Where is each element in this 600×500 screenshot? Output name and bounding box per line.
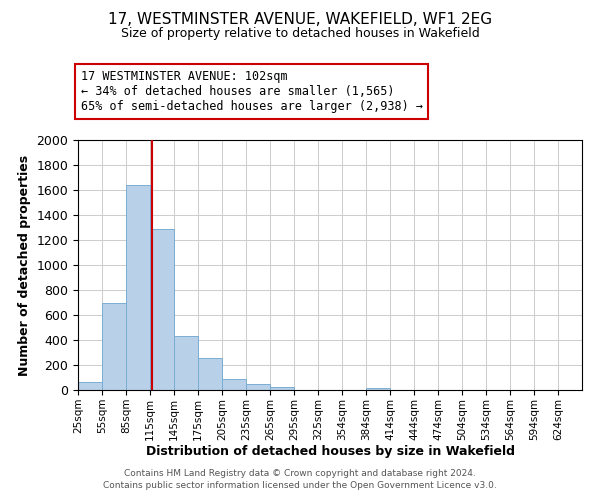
- Bar: [174, 336, 198, 390]
- Bar: [102, 303, 126, 390]
- Y-axis label: Number of detached properties: Number of detached properties: [18, 154, 31, 376]
- Bar: [150, 230, 174, 390]
- Bar: [366, 388, 390, 390]
- Bar: [126, 185, 150, 390]
- Bar: [78, 382, 102, 390]
- Bar: [246, 384, 270, 390]
- Text: 17 WESTMINSTER AVENUE: 102sqm
← 34% of detached houses are smaller (1,565)
65% o: 17 WESTMINSTER AVENUE: 102sqm ← 34% of d…: [80, 70, 422, 113]
- X-axis label: Distribution of detached houses by size in Wakefield: Distribution of detached houses by size …: [146, 446, 515, 458]
- Bar: [270, 386, 294, 390]
- Text: Contains HM Land Registry data © Crown copyright and database right 2024.: Contains HM Land Registry data © Crown c…: [124, 468, 476, 477]
- Bar: [222, 379, 246, 390]
- Text: Contains public sector information licensed under the Open Government Licence v3: Contains public sector information licen…: [103, 481, 497, 490]
- Text: Size of property relative to detached houses in Wakefield: Size of property relative to detached ho…: [121, 28, 479, 40]
- Bar: [198, 358, 222, 390]
- Text: 17, WESTMINSTER AVENUE, WAKEFIELD, WF1 2EG: 17, WESTMINSTER AVENUE, WAKEFIELD, WF1 2…: [108, 12, 492, 28]
